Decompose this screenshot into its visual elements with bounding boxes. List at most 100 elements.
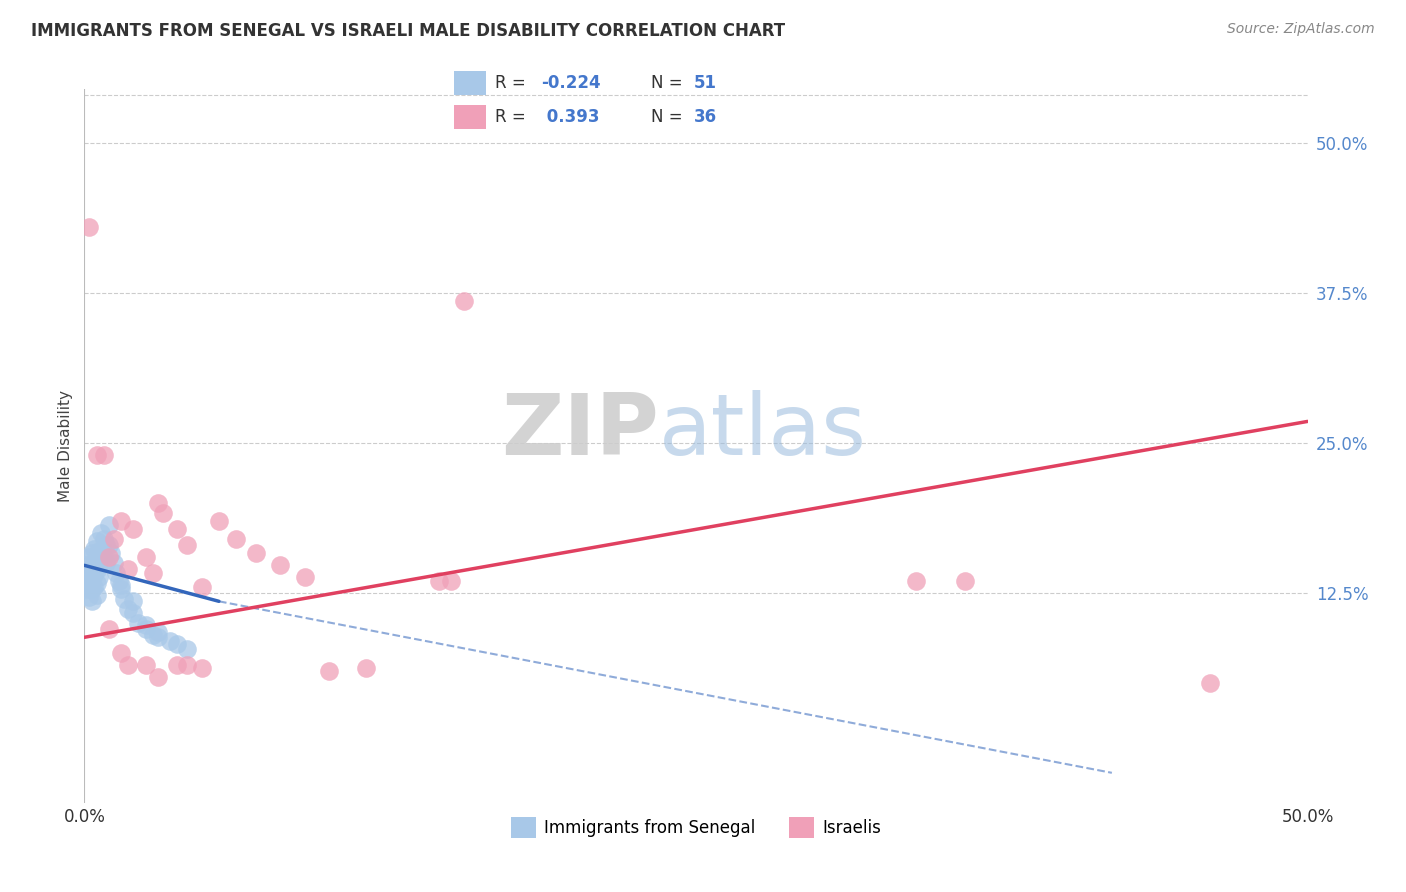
Point (122, 594, 145, 608)
Point (245, 546, 267, 560)
Point (83, 568, 105, 582)
Point (110, 646, 132, 660)
Point (135, 549, 157, 564)
Point (93, 448, 115, 462)
Point (80, 582, 103, 597)
Text: IMMIGRANTS FROM SENEGAL VS ISRAELI MALE DISABILITY CORRELATION CHART: IMMIGRANTS FROM SENEGAL VS ISRAELI MALE … (31, 22, 785, 40)
Point (166, 638, 188, 652)
Point (105, 566, 128, 580)
Point (122, 522, 145, 536)
Point (453, 294, 475, 309)
Point (80, 546, 103, 560)
Point (110, 514, 132, 528)
Point (127, 615, 149, 630)
Point (86, 448, 108, 462)
Point (117, 562, 139, 576)
Y-axis label: Male Disability: Male Disability (58, 390, 73, 502)
Text: 51: 51 (695, 74, 717, 92)
Point (152, 506, 174, 520)
Point (146, 630, 169, 644)
Point (87, 558, 110, 573)
Point (103, 556, 125, 570)
Point (135, 618, 157, 632)
Point (142, 566, 165, 580)
Point (77, 590, 100, 604)
Point (208, 514, 231, 528)
Text: R =: R = (495, 74, 531, 92)
Point (100, 546, 122, 560)
Point (83, 580, 105, 594)
Point (76, 570, 98, 584)
Text: 0.393: 0.393 (541, 108, 600, 126)
Point (191, 661, 214, 675)
Point (110, 577, 132, 591)
Point (1198, 676, 1220, 690)
Point (86, 588, 108, 602)
Point (97, 538, 120, 552)
Point (354, 661, 377, 675)
Point (80, 559, 103, 574)
Point (953, 574, 976, 588)
Point (86, 549, 108, 564)
Point (83, 541, 105, 556)
Point (87, 570, 110, 584)
Point (294, 570, 316, 584)
Point (90, 544, 112, 558)
Point (103, 532, 125, 546)
Point (176, 657, 198, 672)
Point (97, 517, 120, 532)
Point (87, 544, 110, 558)
Point (269, 558, 291, 573)
Text: 36: 36 (695, 108, 717, 126)
Point (110, 582, 132, 597)
Point (96, 538, 118, 552)
Text: -0.224: -0.224 (541, 74, 602, 92)
Text: R =: R = (495, 108, 531, 126)
Point (191, 580, 214, 594)
Point (905, 574, 928, 588)
Point (97, 549, 120, 564)
Bar (454, 105, 486, 129)
Point (146, 670, 169, 684)
Point (86, 576, 108, 591)
Point (86, 563, 108, 577)
Point (166, 657, 188, 672)
Point (176, 642, 198, 657)
Point (122, 607, 145, 621)
Point (135, 622, 157, 636)
Point (176, 538, 198, 552)
Point (76, 582, 98, 597)
Point (77, 565, 100, 579)
Point (97, 622, 120, 636)
Point (159, 633, 181, 648)
Point (142, 628, 165, 642)
Point (93, 532, 115, 546)
Point (77, 220, 100, 235)
Legend: Immigrants from Senegal, Israelis: Immigrants from Senegal, Israelis (505, 811, 887, 845)
Point (93, 549, 115, 564)
Point (80, 570, 103, 584)
Point (166, 522, 188, 536)
Point (117, 657, 139, 672)
Point (80, 594, 103, 608)
Point (77, 549, 100, 564)
Point (427, 574, 450, 588)
Point (107, 574, 129, 588)
Text: atlas: atlas (659, 390, 868, 474)
Point (76, 558, 98, 573)
Text: Source: ZipAtlas.com: Source: ZipAtlas.com (1227, 22, 1375, 37)
Point (86, 534, 108, 549)
Point (117, 601, 139, 615)
Point (225, 532, 247, 546)
Bar (454, 70, 486, 95)
Point (146, 625, 169, 640)
Point (112, 591, 135, 606)
Point (135, 657, 157, 672)
Point (90, 525, 112, 540)
Text: N =: N = (651, 108, 688, 126)
Text: ZIP: ZIP (502, 390, 659, 474)
Point (77, 577, 100, 591)
Point (440, 574, 463, 588)
Point (83, 556, 105, 570)
Point (318, 664, 340, 678)
